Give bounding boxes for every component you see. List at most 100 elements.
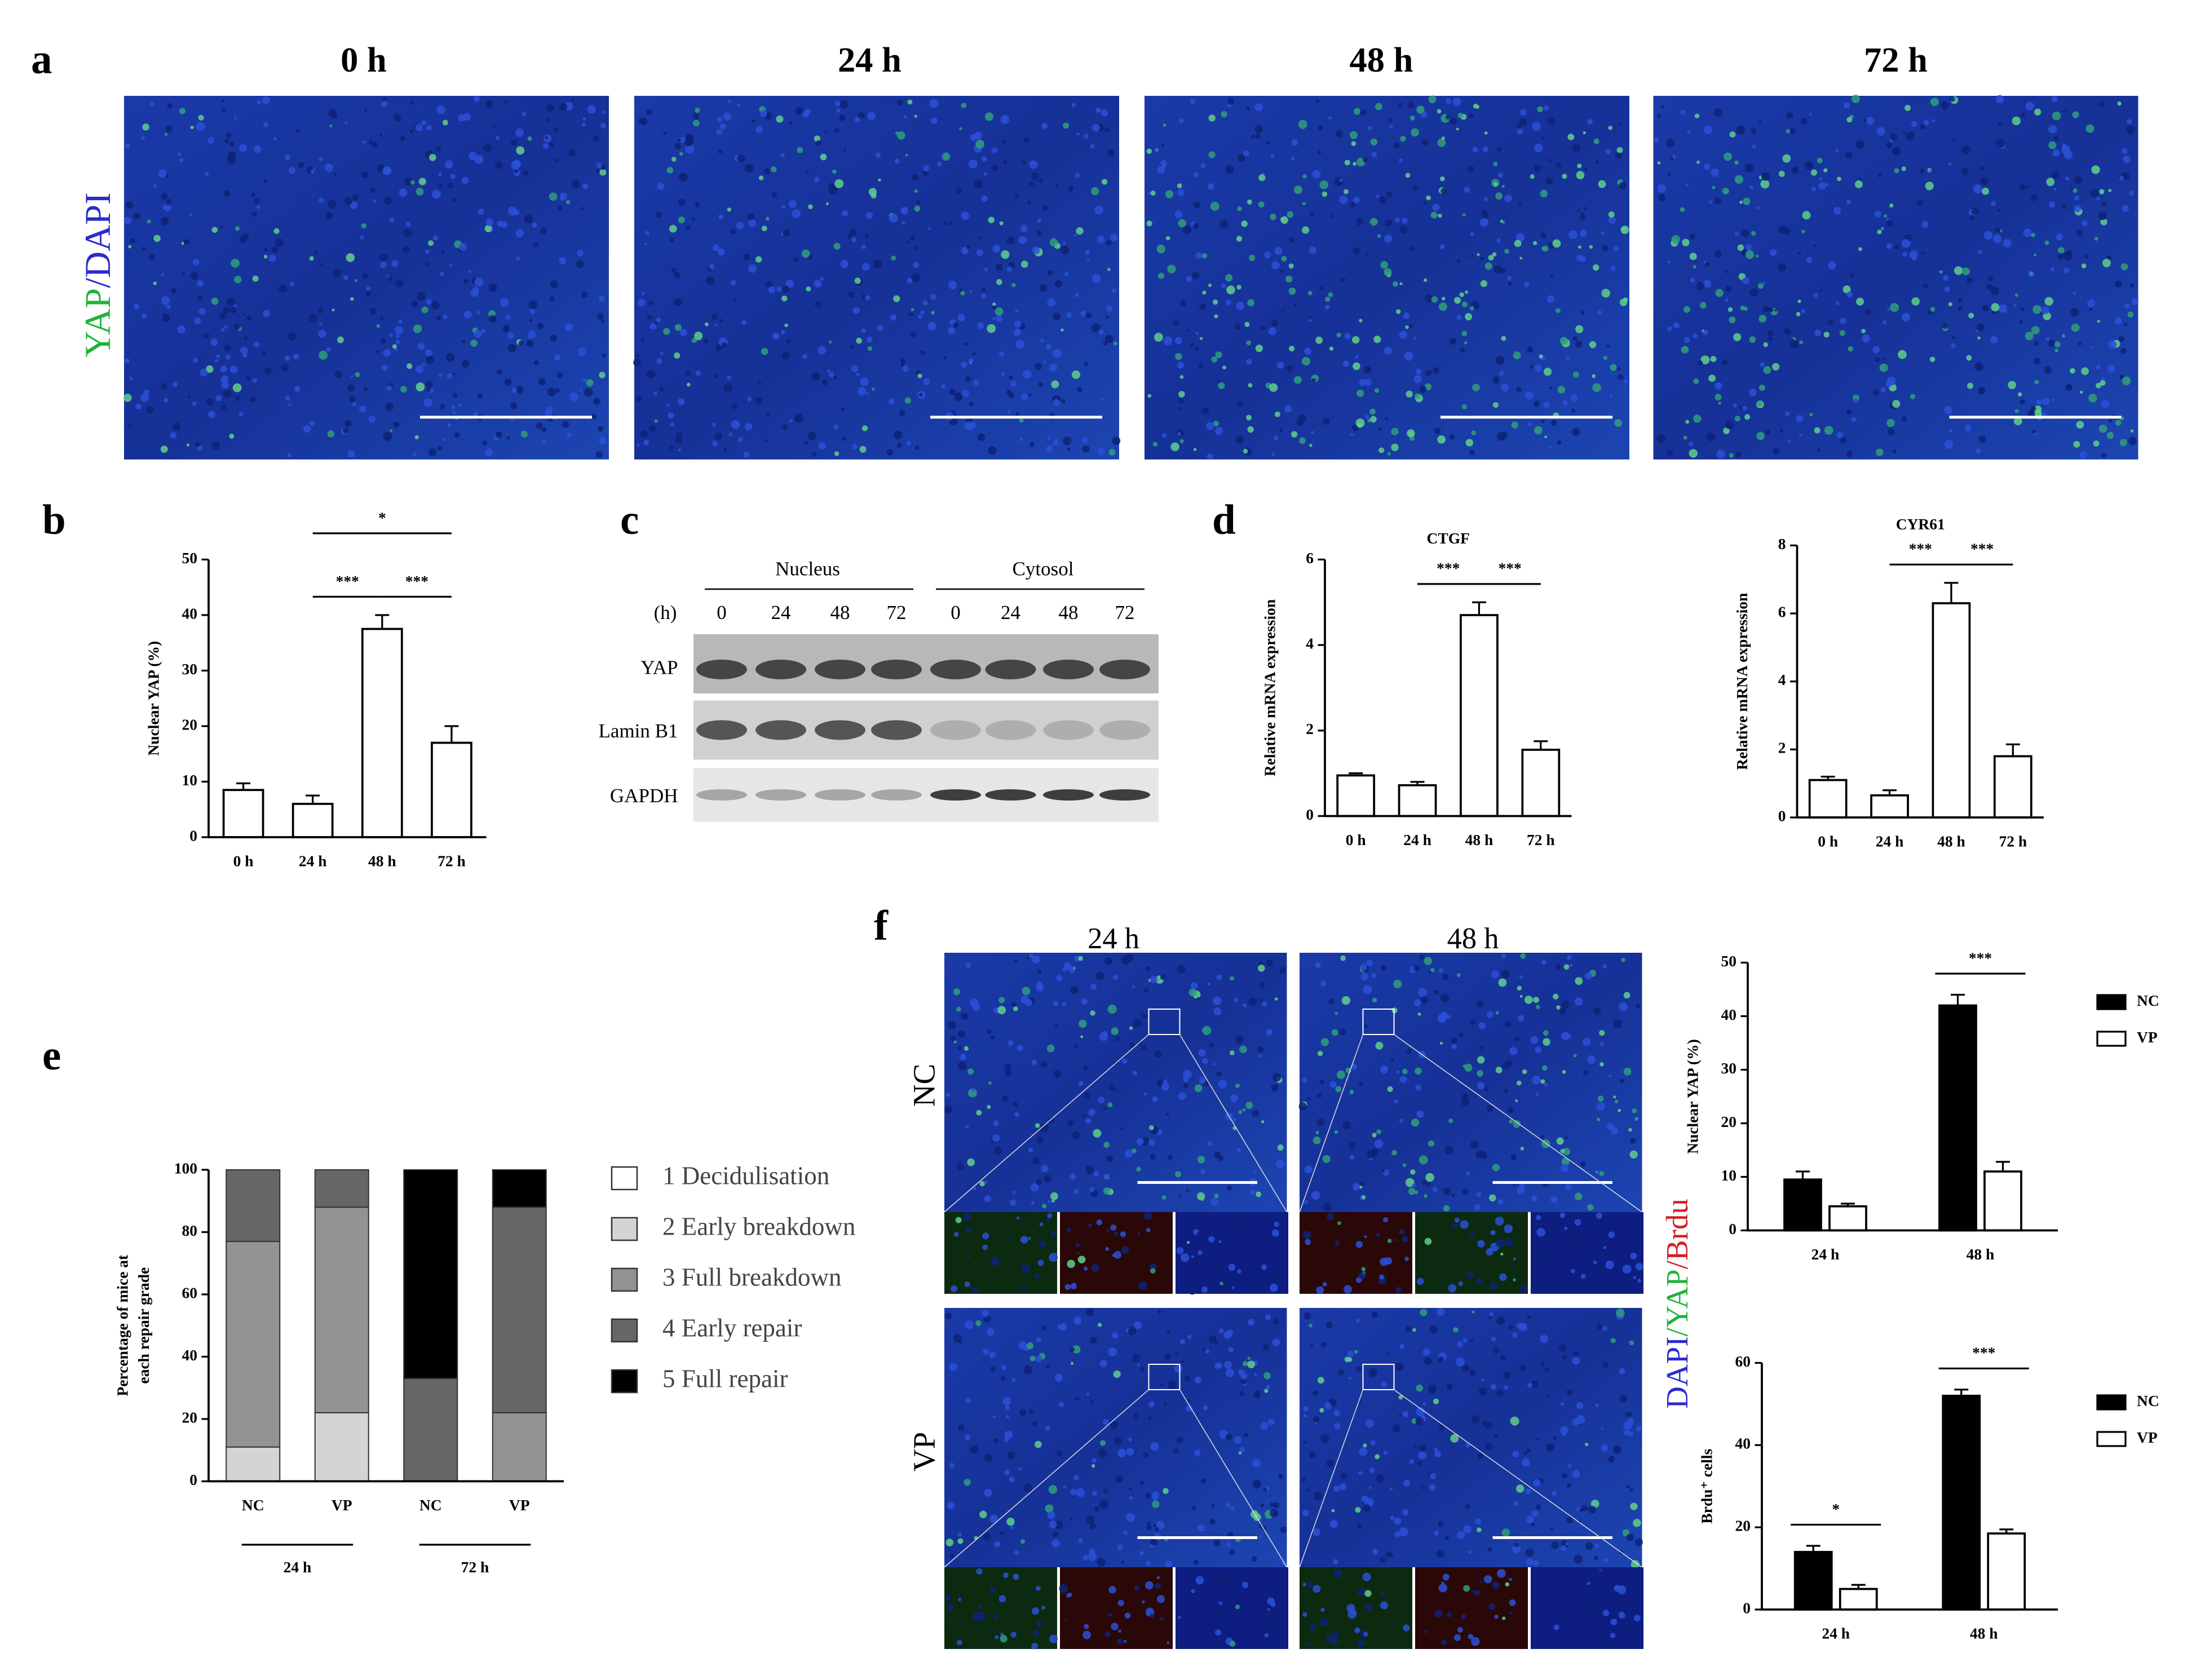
cell bbox=[1492, 376, 1500, 384]
cell bbox=[1239, 1447, 1245, 1453]
cell bbox=[1580, 1161, 1586, 1168]
cell bbox=[1370, 1440, 1376, 1445]
cell bbox=[860, 377, 869, 386]
cell bbox=[1181, 1360, 1185, 1363]
cell bbox=[776, 286, 782, 292]
cell bbox=[679, 328, 687, 337]
cell bbox=[1451, 1223, 1458, 1230]
cell bbox=[1440, 176, 1445, 182]
cell bbox=[294, 386, 301, 392]
cell bbox=[1527, 346, 1534, 353]
cell bbox=[254, 198, 259, 204]
cell bbox=[1006, 266, 1013, 272]
cell bbox=[743, 452, 749, 458]
cell bbox=[1011, 1002, 1017, 1007]
cell bbox=[1923, 283, 1929, 289]
cell bbox=[1266, 1385, 1270, 1389]
cell bbox=[1840, 437, 1847, 444]
cell bbox=[1078, 1081, 1084, 1086]
cell bbox=[1602, 1610, 1610, 1616]
cell bbox=[761, 348, 768, 355]
cell bbox=[1425, 370, 1431, 376]
cell bbox=[1608, 211, 1615, 218]
cell bbox=[1086, 1392, 1090, 1396]
cell bbox=[960, 1013, 969, 1020]
cell bbox=[559, 257, 567, 265]
cell bbox=[1513, 351, 1521, 360]
cell bbox=[1601, 1444, 1609, 1452]
cell bbox=[402, 246, 410, 253]
cell bbox=[1202, 1347, 1206, 1352]
cell bbox=[1186, 276, 1192, 282]
cell bbox=[1335, 1240, 1340, 1246]
cell bbox=[1456, 259, 1461, 263]
cell bbox=[1721, 359, 1728, 365]
cell bbox=[515, 229, 524, 238]
cell bbox=[142, 246, 146, 251]
cell bbox=[1337, 1221, 1341, 1226]
cell bbox=[426, 125, 432, 131]
cell bbox=[2013, 304, 2017, 307]
cell bbox=[1429, 1484, 1436, 1491]
cell bbox=[1796, 312, 1801, 317]
cell bbox=[1125, 954, 1133, 962]
cell bbox=[930, 294, 936, 300]
cell bbox=[1110, 233, 1118, 242]
cell bbox=[1479, 218, 1489, 227]
cell bbox=[1596, 1102, 1605, 1111]
stain: DAPI bbox=[1660, 1337, 1694, 1409]
cell bbox=[1121, 1246, 1129, 1254]
x-tick-label: 24 h bbox=[1811, 1245, 1840, 1263]
cell bbox=[1067, 1592, 1072, 1597]
cell bbox=[238, 144, 248, 152]
cell bbox=[1163, 1488, 1169, 1495]
cell bbox=[496, 135, 500, 140]
cell bbox=[1734, 415, 1740, 422]
cell bbox=[317, 308, 324, 313]
cell bbox=[948, 281, 957, 290]
cell bbox=[953, 322, 959, 328]
cell bbox=[2041, 306, 2049, 315]
y-tick-label: 40 bbox=[1735, 1435, 1751, 1452]
cell bbox=[1121, 1560, 1125, 1564]
cell bbox=[2070, 368, 2075, 374]
cell bbox=[1276, 361, 1284, 369]
cell bbox=[1052, 1531, 1058, 1537]
cell bbox=[972, 352, 976, 356]
cell bbox=[808, 204, 813, 210]
cell bbox=[1096, 1219, 1102, 1226]
cell bbox=[1512, 1451, 1519, 1458]
cell bbox=[2100, 379, 2106, 386]
cell bbox=[1225, 274, 1233, 282]
cell bbox=[850, 344, 854, 349]
cell bbox=[1266, 960, 1273, 967]
cell bbox=[601, 319, 604, 323]
cell bbox=[1710, 356, 1717, 362]
cell bbox=[1049, 1634, 1058, 1643]
cell bbox=[856, 372, 860, 377]
cell bbox=[1419, 386, 1427, 394]
cell bbox=[1186, 1241, 1190, 1244]
cell bbox=[1358, 1401, 1362, 1404]
cell bbox=[1179, 439, 1184, 443]
cell bbox=[913, 245, 918, 250]
cell bbox=[1446, 98, 1452, 104]
cell bbox=[2030, 406, 2036, 412]
cell bbox=[1844, 102, 1850, 109]
cell bbox=[160, 217, 169, 226]
cell bbox=[439, 272, 444, 276]
cell bbox=[984, 1195, 991, 1202]
bar-segment bbox=[314, 1169, 369, 1208]
cell bbox=[1556, 1137, 1564, 1145]
cell bbox=[1489, 1312, 1493, 1316]
cell bbox=[1319, 1408, 1324, 1413]
cell bbox=[1426, 195, 1431, 201]
cell bbox=[1063, 241, 1066, 245]
cell bbox=[1861, 329, 1866, 334]
cell bbox=[1977, 336, 1981, 340]
bar-segment bbox=[403, 1169, 458, 1380]
cell bbox=[858, 112, 865, 119]
cell bbox=[1177, 183, 1182, 188]
cell bbox=[1518, 1015, 1525, 1022]
cell bbox=[891, 255, 896, 261]
